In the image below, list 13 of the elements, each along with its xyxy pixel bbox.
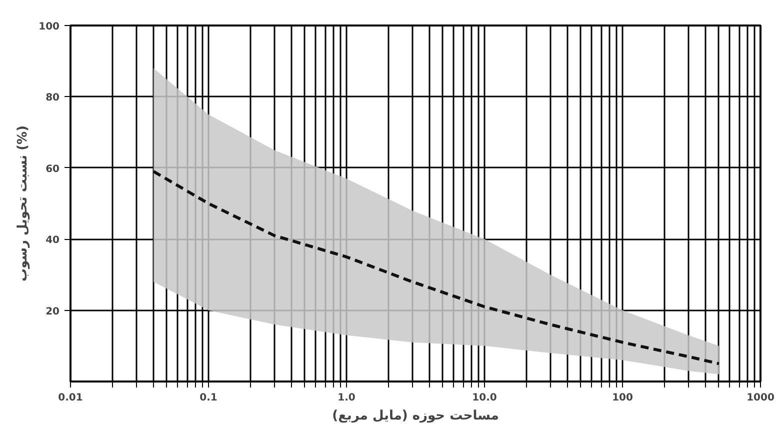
x-tick-label: 0.1	[200, 392, 218, 404]
y-tick-label: 100	[38, 22, 60, 32]
x-tick-label: 100	[612, 392, 633, 404]
y-tick-label: 20	[46, 306, 60, 318]
x-tick-label: 10.0	[472, 392, 497, 404]
x-tick-label: 0.01	[58, 392, 83, 404]
y-tick-label: 80	[46, 92, 60, 104]
x-tick-label: 1000	[746, 392, 774, 404]
y-axis-title: نسبت تحویل رسوب (%)	[16, 125, 31, 282]
x-tick-label: 1.0	[338, 392, 356, 404]
y-tick-label: 40	[46, 235, 60, 246]
x-axis-title: مساحت حوزه (مایل مربع)	[332, 408, 499, 424]
y-tick-label: 60	[46, 164, 60, 175]
